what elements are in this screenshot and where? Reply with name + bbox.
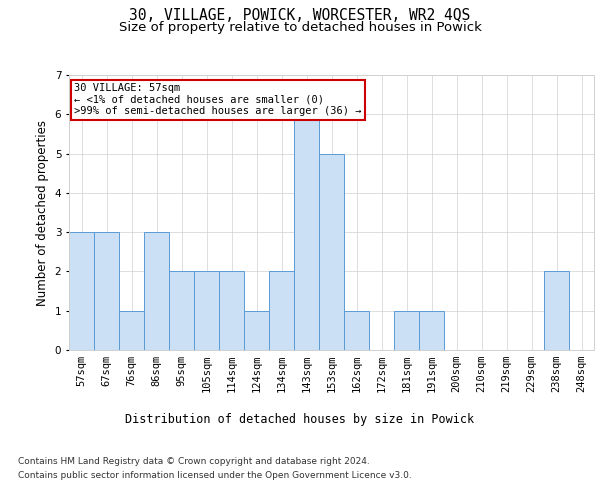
Bar (344, 310, 369, 350)
Bar (394, 310, 419, 350)
Bar (319, 154, 344, 350)
Text: Contains HM Land Registry data © Crown copyright and database right 2024.: Contains HM Land Registry data © Crown c… (18, 458, 370, 466)
Bar (69, 232, 94, 350)
Bar (219, 272, 244, 350)
Bar (544, 272, 569, 350)
Text: 30 VILLAGE: 57sqm
← <1% of detached houses are smaller (0)
>99% of semi-detached: 30 VILLAGE: 57sqm ← <1% of detached hous… (74, 83, 362, 116)
Bar (169, 272, 194, 350)
Bar (194, 272, 219, 350)
Text: Size of property relative to detached houses in Powick: Size of property relative to detached ho… (119, 22, 481, 35)
Bar (144, 232, 169, 350)
Text: Distribution of detached houses by size in Powick: Distribution of detached houses by size … (125, 412, 475, 426)
Bar (294, 114, 319, 350)
Text: 30, VILLAGE, POWICK, WORCESTER, WR2 4QS: 30, VILLAGE, POWICK, WORCESTER, WR2 4QS (130, 8, 470, 22)
Bar (94, 232, 119, 350)
Y-axis label: Number of detached properties: Number of detached properties (36, 120, 49, 306)
Bar (419, 310, 444, 350)
Bar (269, 272, 294, 350)
Text: Contains public sector information licensed under the Open Government Licence v3: Contains public sector information licen… (18, 471, 412, 480)
Bar (244, 310, 269, 350)
Bar (119, 310, 144, 350)
